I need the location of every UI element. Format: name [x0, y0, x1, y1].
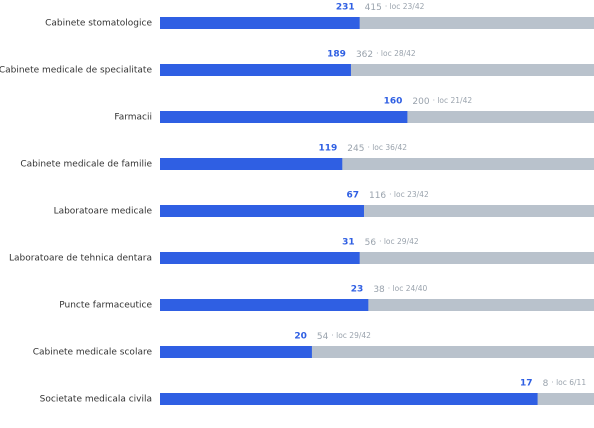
bar	[160, 17, 360, 29]
comparison-label: 54 · loc 29/42	[317, 331, 371, 342]
comparison-label: 56 · loc 29/42	[365, 237, 419, 248]
rank: · loc 28/42	[376, 49, 416, 58]
comparison-label: 8 · loc 6/11	[543, 378, 587, 389]
row-label: Cabinete stomatologice	[45, 19, 152, 29]
count-label: 23	[351, 285, 364, 295]
comparison-value: 8	[543, 379, 549, 389]
rank: · loc 21/42	[433, 96, 473, 105]
row-label: Societate medicala civila	[40, 395, 152, 405]
rank: · loc 24/40	[388, 284, 428, 293]
bar	[160, 64, 351, 76]
comparison-value: 56	[365, 238, 377, 248]
count-label: 160	[384, 97, 403, 107]
comparison-value: 415	[365, 3, 382, 13]
count-label: 31	[342, 238, 355, 248]
row-label: Farmacii	[114, 113, 152, 123]
row-label: Cabinete medicale scolare	[33, 348, 153, 358]
row-label: Cabinete medicale de familie	[20, 160, 152, 170]
comparison-value: 54	[317, 332, 329, 342]
row-label: Cabinete medicale de specialitate	[0, 66, 152, 76]
bar	[160, 111, 408, 123]
comparison-value: 116	[369, 191, 386, 201]
rank: · loc 23/42	[389, 190, 429, 199]
count-label: 189	[327, 50, 346, 60]
count-label: 67	[346, 191, 359, 201]
row-label: Puncte farmaceutice	[59, 301, 152, 311]
rank: · loc 6/11	[551, 378, 586, 387]
bar	[160, 252, 360, 264]
rank: · loc 36/42	[367, 143, 407, 152]
comparison-label: 245 · loc 36/42	[347, 143, 407, 154]
row-label: Laboratoare medicale	[54, 207, 153, 217]
bar	[160, 299, 369, 311]
comparison-label: 362 · loc 28/42	[356, 49, 416, 60]
bar	[160, 158, 343, 170]
rank: · loc 23/42	[385, 2, 425, 11]
comparison-value: 362	[356, 50, 373, 60]
comparison-value: 200	[412, 97, 429, 107]
comparison-value: 245	[347, 144, 364, 154]
bar	[160, 346, 312, 358]
count-label: 231	[336, 3, 355, 13]
comparison-value: 38	[373, 285, 385, 295]
rank: · loc 29/42	[331, 331, 371, 340]
rank: · loc 29/42	[379, 237, 419, 246]
bar	[160, 393, 538, 405]
comparison-label: 116 · loc 23/42	[369, 190, 429, 201]
comparison-label: 415 · loc 23/42	[365, 2, 425, 13]
comparison-label: 38 · loc 24/40	[373, 284, 427, 295]
comparison-label: 200 · loc 21/42	[412, 96, 472, 107]
bar	[160, 205, 364, 217]
count-label: 119	[318, 144, 337, 154]
count-label: 17	[520, 379, 533, 389]
count-label: 20	[294, 332, 307, 342]
row-label: Laboratoare de tehnica dentara	[9, 254, 152, 264]
